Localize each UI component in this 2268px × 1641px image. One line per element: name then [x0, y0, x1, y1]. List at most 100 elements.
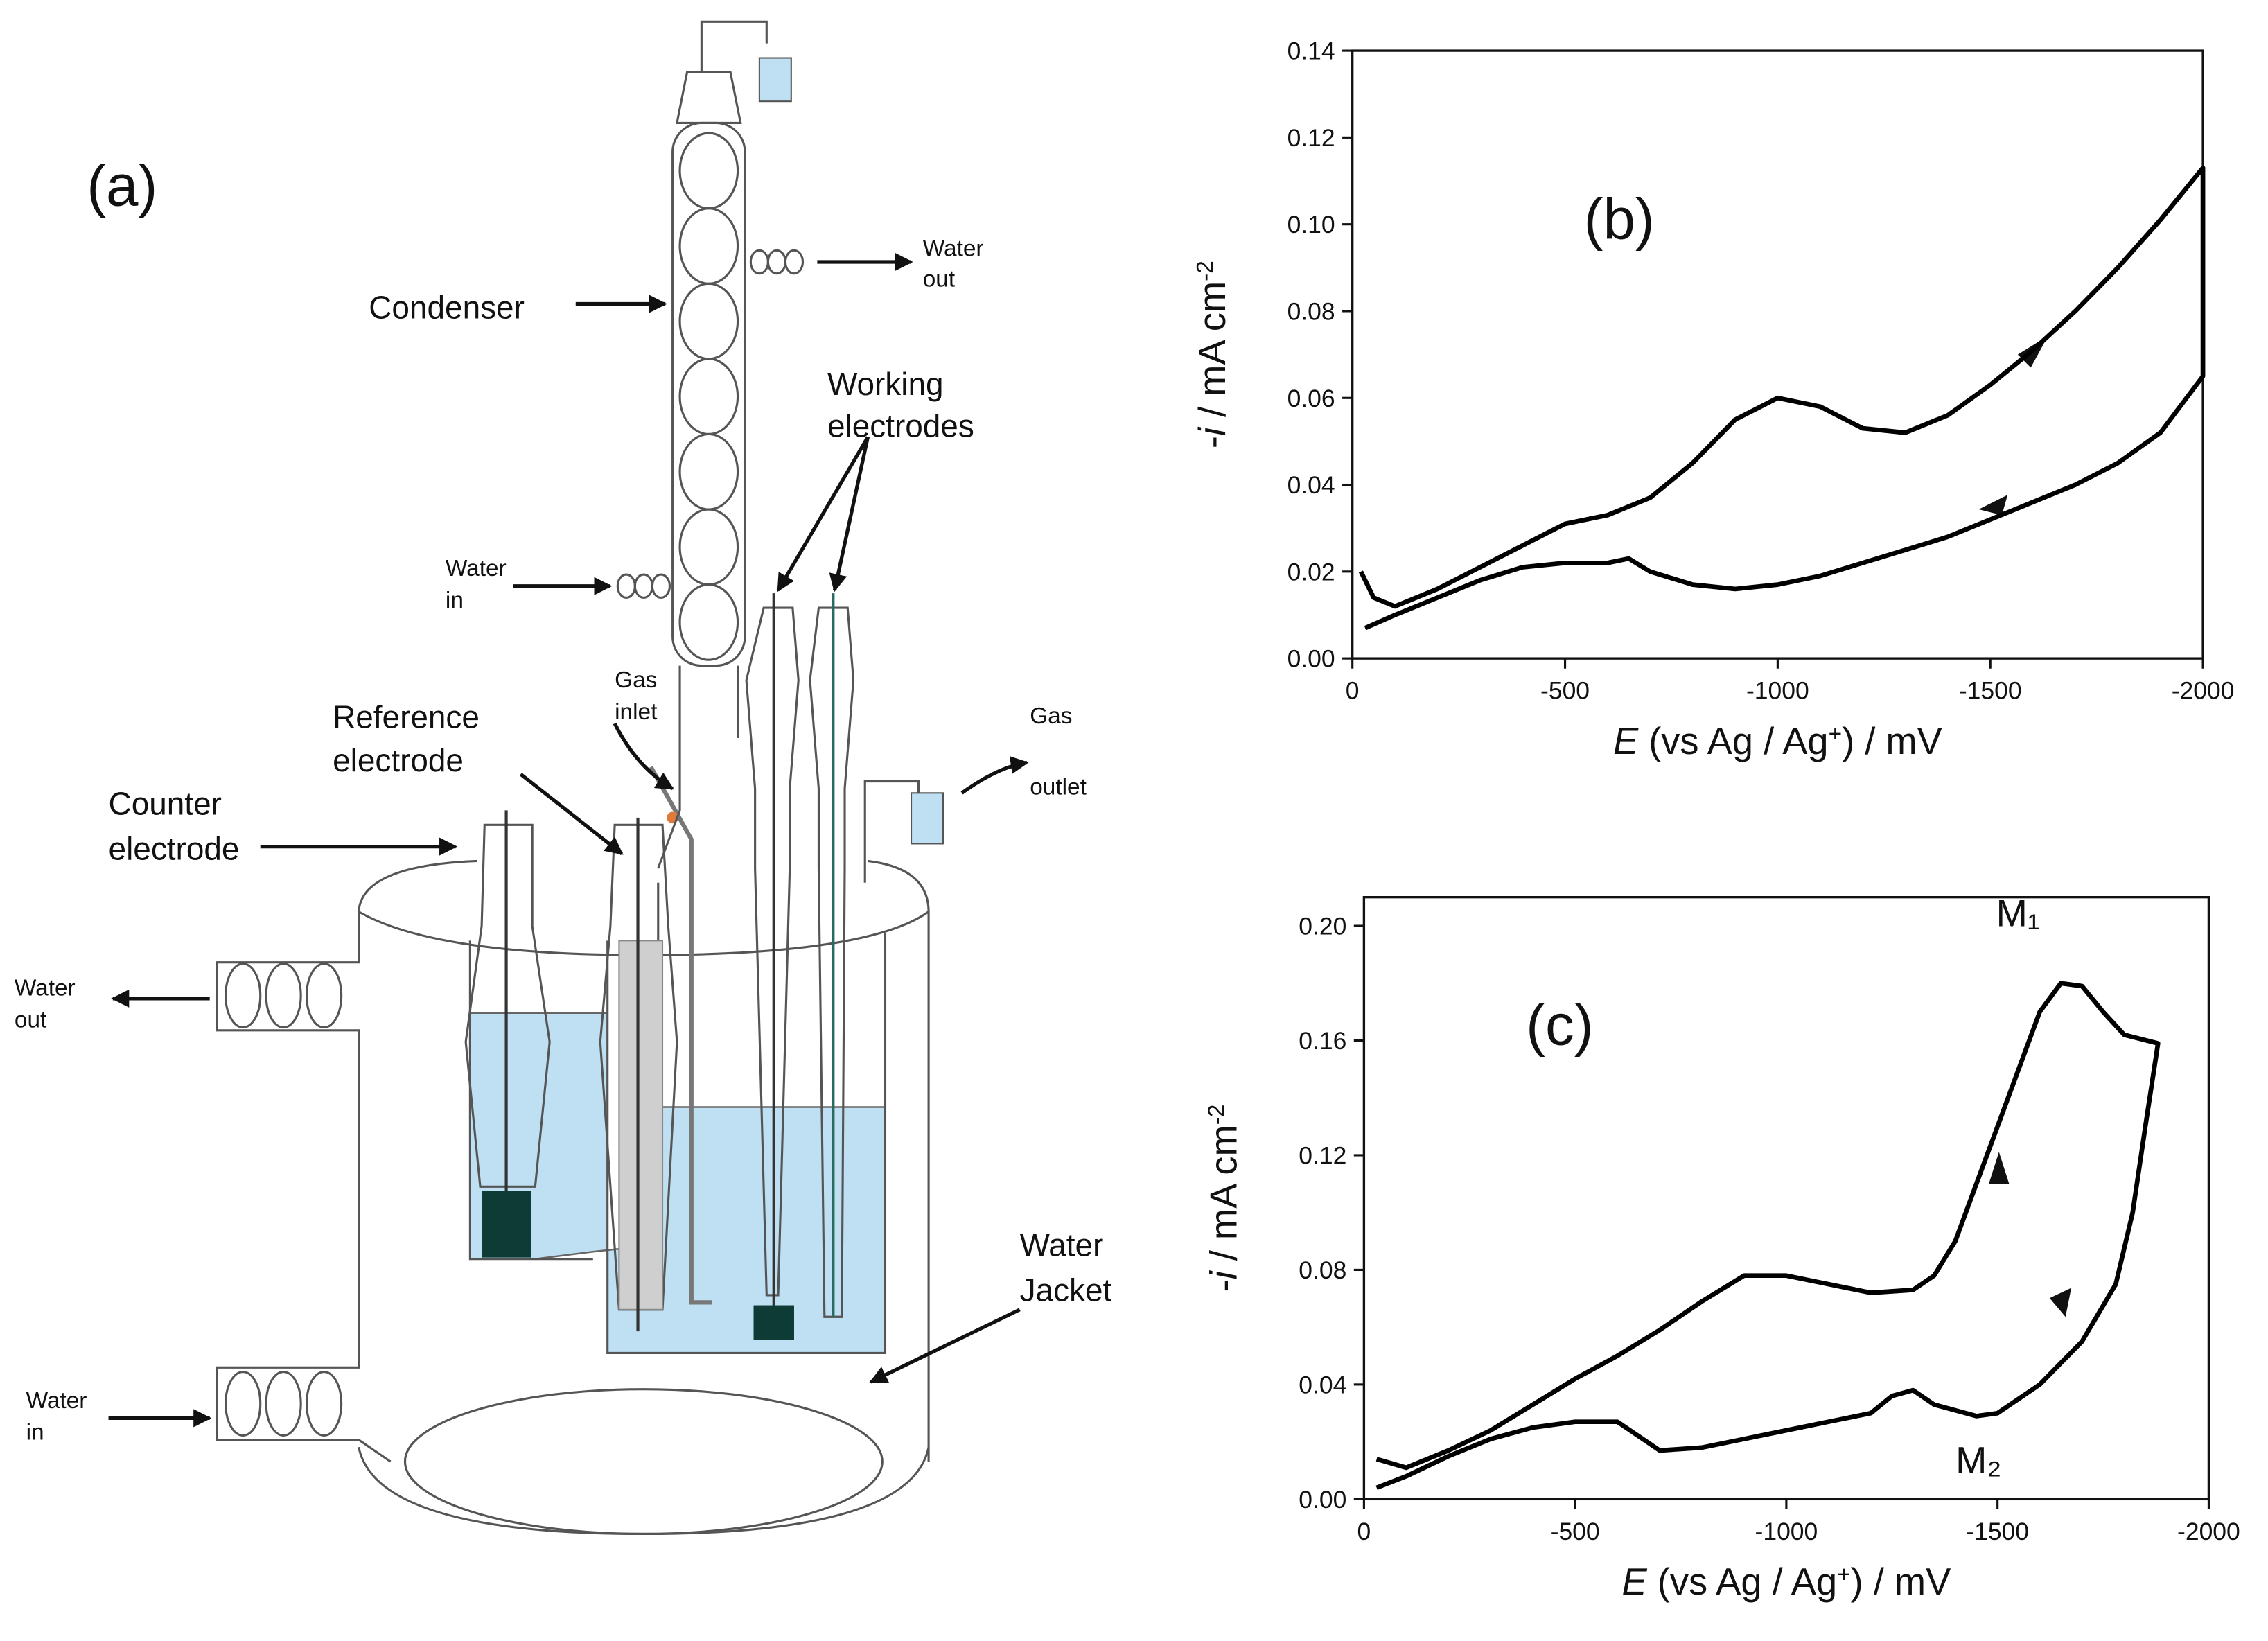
reference-frit: [618, 940, 664, 1310]
y-tick-label: 0.00: [1299, 1486, 1346, 1513]
chart: 0.00 0.02 0.04 0.06 0.08 0.10 0.12 0.14 0 -500 -10…: [1191, 37, 2234, 762]
we-plate: [753, 1305, 794, 1340]
scan-arrow: [2049, 1288, 2072, 1317]
curve-arrows: [1978, 335, 2072, 1317]
y-tick-label: 0.02: [1287, 558, 1335, 586]
condenser-bulbs: [678, 132, 739, 661]
cv-curve: [1358, 165, 2206, 631]
x-axis-label-part: (vs Ag / Ag: [1638, 720, 1828, 762]
counter-plate: [482, 1191, 531, 1258]
x-tick-label: -2000: [2172, 677, 2235, 705]
gas-inlet-tube: [649, 766, 712, 1305]
diagram-label: electrode: [109, 830, 240, 866]
diagram-labels: Condenser Water out Working electrodes Water i…: [15, 236, 1112, 1446]
coils: [225, 963, 343, 1437]
diagram-label: inlet: [615, 699, 658, 725]
y-tick-label: 0.20: [1299, 913, 1346, 940]
y-axis-label: -i / mA cm-2: [1203, 1105, 1245, 1292]
bubbler-top: [758, 57, 792, 103]
diagram-label: Counter: [109, 786, 222, 822]
y-axis-label-part: -: [1191, 436, 1233, 448]
annotation: M₁: [1996, 892, 2041, 934]
jacket-left-wall: [216, 911, 392, 1463]
x-axis-label-part: +: [1829, 721, 1842, 746]
y-tick-label: 0.12: [1287, 124, 1335, 152]
x-tick-label: -500: [1540, 677, 1590, 705]
y-tick-label: 0.04: [1287, 471, 1335, 499]
chart: 0.00 0.04 0.08 0.12 0.16 0.20 0 -500 -1000 -1500 -…: [1203, 892, 2240, 1603]
neck: [657, 665, 739, 869]
y-tick-label: 0.08: [1299, 1256, 1346, 1284]
x-tick-label: -500: [1551, 1518, 1600, 1545]
jacket-top: [358, 859, 930, 912]
diagram-label: Water: [1020, 1227, 1104, 1263]
x-axis-label-part: ) / mV: [1851, 1561, 1951, 1603]
diagram-label: Jacket: [1020, 1272, 1112, 1308]
apparatus-diagram: (a) Condenser Water out Working electrodes Wa…: [15, 20, 1112, 1536]
y-tick-label: 0.00: [1287, 645, 1335, 673]
diagram-label: Water: [446, 556, 507, 581]
diagram-label: in: [26, 1420, 44, 1446]
charts: 0.00 0.02 0.04 0.06 0.08 0.10 0.12 0.14 0 -500 -10…: [1191, 37, 2240, 1604]
x-tick-label: -1000: [1746, 677, 1809, 705]
x-tick-label: -1000: [1755, 1518, 1818, 1545]
jacket-bottom: [358, 1446, 930, 1536]
diagram-label: outlet: [1030, 774, 1087, 800]
diagram-label: Reference: [333, 699, 480, 735]
working-electrodes: [745, 606, 855, 1318]
panel-label: (c): [1526, 992, 1593, 1058]
x-axis-label-part: E: [1613, 720, 1639, 762]
diagram-label: Water: [15, 976, 76, 1001]
y-axis-label-part: i: [1191, 426, 1233, 436]
y-tick-label: 0.04: [1299, 1371, 1346, 1398]
y-tick-label: 0.12: [1299, 1141, 1346, 1169]
x-tick-label: -1500: [1966, 1518, 2029, 1545]
scan-arrow: [1978, 495, 2008, 516]
x-tick-label: -1500: [1959, 677, 2022, 705]
y-tick-label: 0.06: [1287, 385, 1335, 412]
x-axis-label-part: ) / mV: [1842, 720, 1942, 762]
x-axis-label-part: +: [1837, 1562, 1850, 1588]
y-tick-label: 0.10: [1287, 211, 1335, 238]
condenser-ports: [616, 249, 805, 599]
diagram-label: Gas: [1030, 703, 1072, 729]
panel-label: (a): [87, 153, 157, 218]
diagram-label: in: [446, 588, 464, 613]
x-axis-label: E (vs Ag / Ag+) / mV: [1613, 720, 1942, 762]
gas-outlet-tube: [863, 780, 920, 883]
y-axis-label-part: i: [1203, 1270, 1245, 1279]
diagram-label: out: [923, 266, 956, 292]
diagram-label: out: [15, 1008, 47, 1033]
diagram-label: electrode: [333, 742, 464, 778]
y-axis-label: -i / mA cm-2: [1191, 261, 1233, 448]
annotation: M₂: [1955, 1439, 2001, 1482]
y-axis-label-part: -2: [1204, 1105, 1229, 1125]
x-tick-label: -2000: [2177, 1518, 2240, 1545]
scan-arrow: [1989, 1152, 2010, 1184]
x-axis-label-part: E: [1622, 1561, 1648, 1603]
diagram-label: electrodes: [827, 408, 974, 444]
cv-curve: [1375, 981, 2161, 1490]
y-axis-label-part: / mA cm: [1203, 1125, 1245, 1271]
y-axis-label-part: / mA cm: [1191, 281, 1233, 428]
jacket-base: [403, 1388, 884, 1536]
diagram-label: Working: [827, 366, 944, 402]
arrows: [108, 252, 1029, 1428]
y-axis-label-part: -2: [1193, 261, 1218, 281]
diagram-label: Gas: [615, 667, 657, 693]
y-tick-label: 0.14: [1287, 37, 1335, 65]
counter-tube: [464, 823, 551, 1188]
x-tick-label: 0: [1346, 677, 1360, 705]
bubbler-outlet: [911, 792, 944, 845]
condenser-cap: [675, 20, 768, 125]
diagram-label: Water: [26, 1388, 87, 1414]
x-axis-label: E (vs Ag / Ag+) / mV: [1622, 1561, 1951, 1603]
diagram-label: Condenser: [369, 289, 525, 325]
y-axis-label-part: -: [1203, 1279, 1245, 1292]
panel-label: (b): [1584, 186, 1655, 252]
diagram-label: Water: [923, 236, 984, 262]
y-tick-label: 0.08: [1287, 297, 1335, 325]
y-tick-label: 0.16: [1299, 1027, 1346, 1055]
x-tick-label: 0: [1357, 1518, 1371, 1545]
